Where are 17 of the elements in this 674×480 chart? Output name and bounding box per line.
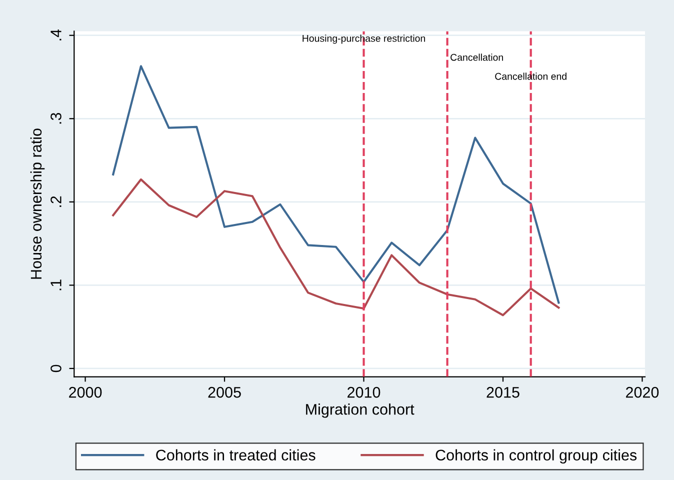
x-tick-label: 2015 bbox=[486, 386, 520, 398]
line-series bbox=[112, 178, 560, 316]
ref-line-label: Housing-purchase restriction bbox=[302, 34, 425, 44]
y-tick-label: .2 bbox=[50, 196, 62, 207]
y-tick-label: .1 bbox=[50, 280, 62, 290]
legend-label: Cohorts in control group cities bbox=[436, 449, 637, 464]
y-axis-title: House ownership ratio bbox=[30, 128, 45, 279]
legend-label: Cohorts in treated cities bbox=[156, 449, 316, 461]
x-tick-label: 2000 bbox=[69, 386, 102, 398]
ref-line-label: Cancellation bbox=[450, 54, 503, 61]
x-axis-title: Migration cohort bbox=[306, 404, 414, 418]
x-tick-label: 2020 bbox=[626, 386, 659, 398]
x-tick-label: 2005 bbox=[208, 386, 241, 398]
y-tick-label: .3 bbox=[50, 112, 62, 124]
y-tick-label: 0 bbox=[50, 364, 62, 372]
y-tick-label: .4 bbox=[50, 29, 62, 40]
x-tick-label: 2010 bbox=[348, 386, 380, 398]
